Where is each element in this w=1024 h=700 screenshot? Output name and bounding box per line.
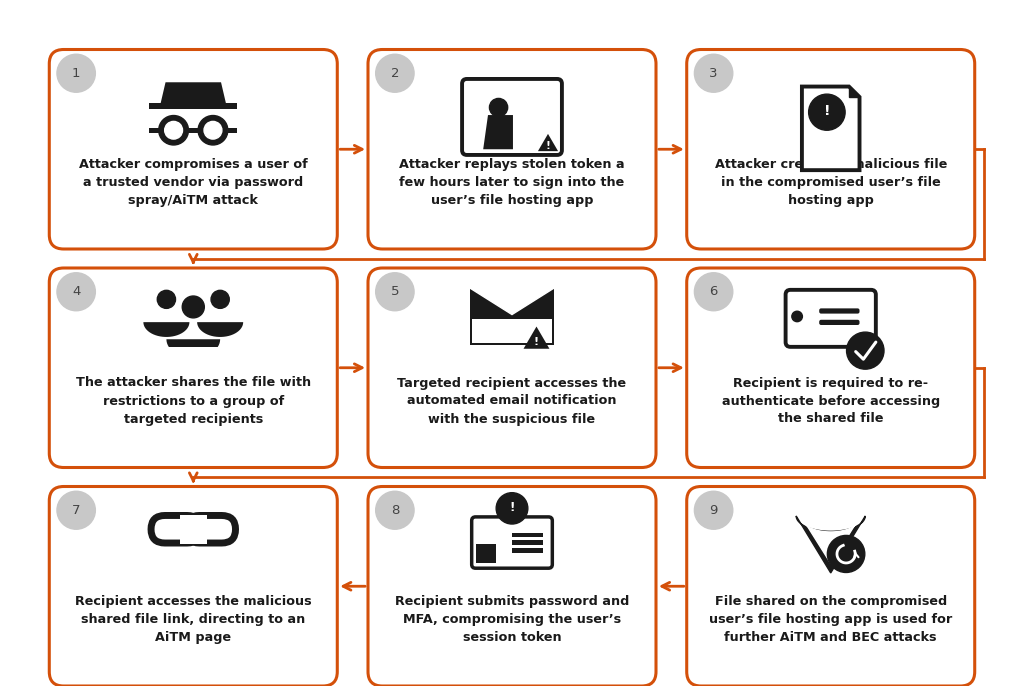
Text: !: ! xyxy=(534,337,539,346)
FancyBboxPatch shape xyxy=(49,268,337,468)
Circle shape xyxy=(792,312,803,322)
Circle shape xyxy=(158,290,175,309)
Circle shape xyxy=(827,536,865,573)
Text: Recipient submits password and
MFA, compromising the user’s
session token: Recipient submits password and MFA, comp… xyxy=(395,595,629,644)
FancyBboxPatch shape xyxy=(470,288,554,345)
Text: !: ! xyxy=(823,104,830,118)
FancyBboxPatch shape xyxy=(819,320,859,325)
Polygon shape xyxy=(470,288,554,314)
FancyBboxPatch shape xyxy=(180,514,207,544)
Circle shape xyxy=(694,273,733,311)
Circle shape xyxy=(489,99,508,116)
Text: Recipient accesses the malicious
shared file link, directing to an
AiTM page: Recipient accesses the malicious shared … xyxy=(75,595,311,644)
Polygon shape xyxy=(523,326,550,349)
Text: !: ! xyxy=(546,141,551,150)
FancyBboxPatch shape xyxy=(49,486,337,686)
Circle shape xyxy=(57,273,95,311)
Circle shape xyxy=(57,491,95,529)
Text: 5: 5 xyxy=(390,286,399,298)
Polygon shape xyxy=(150,128,159,132)
Circle shape xyxy=(182,296,205,318)
Text: The attacker shares the file with
restrictions to a group of
targeted recipients: The attacker shares the file with restri… xyxy=(76,377,311,426)
Text: 6: 6 xyxy=(710,286,718,298)
Polygon shape xyxy=(797,516,865,573)
Circle shape xyxy=(497,493,527,524)
FancyBboxPatch shape xyxy=(152,515,201,543)
FancyBboxPatch shape xyxy=(512,548,543,552)
Text: 7: 7 xyxy=(72,504,81,517)
Circle shape xyxy=(204,121,222,139)
Polygon shape xyxy=(227,128,238,132)
Polygon shape xyxy=(802,87,859,170)
FancyBboxPatch shape xyxy=(185,515,236,543)
FancyBboxPatch shape xyxy=(368,268,656,468)
Text: 8: 8 xyxy=(391,504,399,517)
Text: Attacker replays stolen token a
few hours later to sign into the
user’s file hos: Attacker replays stolen token a few hour… xyxy=(399,158,625,207)
Polygon shape xyxy=(483,115,513,149)
Circle shape xyxy=(57,55,95,92)
FancyBboxPatch shape xyxy=(512,540,543,545)
FancyBboxPatch shape xyxy=(368,50,656,249)
Circle shape xyxy=(376,273,414,311)
Text: 4: 4 xyxy=(72,286,80,298)
Text: 9: 9 xyxy=(710,504,718,517)
Polygon shape xyxy=(804,519,858,564)
FancyBboxPatch shape xyxy=(512,533,543,538)
FancyBboxPatch shape xyxy=(476,545,496,564)
Text: Recipient is required to re-
authenticate before accessing
the shared file: Recipient is required to re- authenticat… xyxy=(722,377,940,426)
Circle shape xyxy=(376,491,414,529)
FancyBboxPatch shape xyxy=(163,346,224,368)
Circle shape xyxy=(165,121,182,139)
Polygon shape xyxy=(538,134,558,151)
Text: Attacker compromises a user of
a trusted vendor via password
spray/AiTM attack: Attacker compromises a user of a trusted… xyxy=(79,158,307,207)
FancyBboxPatch shape xyxy=(785,290,876,346)
FancyBboxPatch shape xyxy=(472,517,552,568)
FancyBboxPatch shape xyxy=(49,50,337,249)
Polygon shape xyxy=(143,322,189,337)
Circle shape xyxy=(694,491,733,529)
Text: Attacker creates a malicious file
in the compromised user’s file
hosting app: Attacker creates a malicious file in the… xyxy=(715,158,947,207)
Polygon shape xyxy=(197,322,244,337)
Circle shape xyxy=(847,332,884,369)
Polygon shape xyxy=(849,87,859,97)
Circle shape xyxy=(694,55,733,92)
Polygon shape xyxy=(150,103,238,109)
Circle shape xyxy=(159,116,188,145)
Circle shape xyxy=(809,94,845,130)
Text: !: ! xyxy=(509,501,515,514)
FancyBboxPatch shape xyxy=(819,309,859,314)
FancyBboxPatch shape xyxy=(687,50,975,249)
Polygon shape xyxy=(166,340,220,358)
Circle shape xyxy=(198,116,227,145)
FancyBboxPatch shape xyxy=(462,79,562,155)
FancyBboxPatch shape xyxy=(687,486,975,686)
Polygon shape xyxy=(161,83,226,103)
Circle shape xyxy=(376,55,414,92)
FancyBboxPatch shape xyxy=(368,486,656,686)
Circle shape xyxy=(211,290,229,309)
FancyBboxPatch shape xyxy=(687,268,975,468)
Polygon shape xyxy=(187,128,200,132)
Text: Targeted recipient accesses the
automated email notification
with the suspicious: Targeted recipient accesses the automate… xyxy=(397,377,627,426)
FancyBboxPatch shape xyxy=(472,318,552,342)
Text: 1: 1 xyxy=(72,66,81,80)
Text: File shared on the compromised
user’s file hosting app is used for
further AiTM : File shared on the compromised user’s fi… xyxy=(709,595,952,644)
Text: 3: 3 xyxy=(710,66,718,80)
Text: 2: 2 xyxy=(390,66,399,80)
